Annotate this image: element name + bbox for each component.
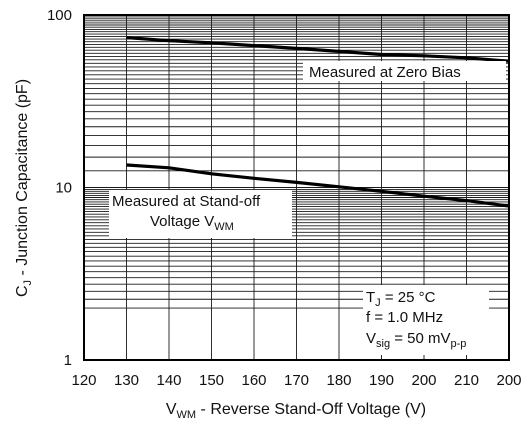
conditions-box-bg	[363, 285, 489, 355]
x-tick-label: 200	[411, 372, 436, 389]
tick-labels: 120 130 140 150 160 170 180 190 200 210 200 1 10 100	[47, 7, 522, 389]
x-tick-label: 200	[496, 372, 521, 389]
y-tick-label: 1	[64, 352, 72, 369]
y-tick-label: 100	[47, 7, 72, 24]
series-standoff-line	[126, 163, 510, 208]
condition-frequency: f = 1.0 MHz	[366, 309, 443, 326]
series-lines	[126, 36, 510, 208]
x-tick-label: 170	[284, 372, 309, 389]
x-tick-label: 130	[114, 372, 139, 389]
x-tick-label: 150	[199, 372, 224, 389]
x-tick-label: 190	[369, 372, 394, 389]
x-tick-label: 210	[454, 372, 479, 389]
x-tick-label: 120	[71, 372, 96, 389]
x-axis-title: VWM - Reverse Stand-Off Voltage (V)	[166, 401, 426, 421]
y-axis-title: CJ - Junction Capacitance (pF)	[14, 79, 34, 297]
zero-bias-label-bg	[303, 61, 506, 81]
series-zero-bias-line	[126, 36, 510, 63]
x-tick-label: 180	[326, 372, 351, 389]
standoff-label-line2: Voltage VWM	[150, 213, 234, 233]
standoff-label-line1: Measured at Stand-off	[112, 193, 261, 210]
x-tick-label: 160	[241, 372, 266, 389]
zero-bias-label: Measured at Zero Bias	[309, 64, 461, 81]
condition-tj: TJ = 25 °C	[366, 289, 436, 309]
plot-frame	[83, 14, 510, 361]
x-tick-label: 140	[156, 372, 181, 389]
condition-vsig: Vsig = 50 mVp-p	[366, 330, 466, 350]
standoff-label-bg	[109, 190, 292, 238]
y-tick-label: 10	[55, 180, 72, 197]
